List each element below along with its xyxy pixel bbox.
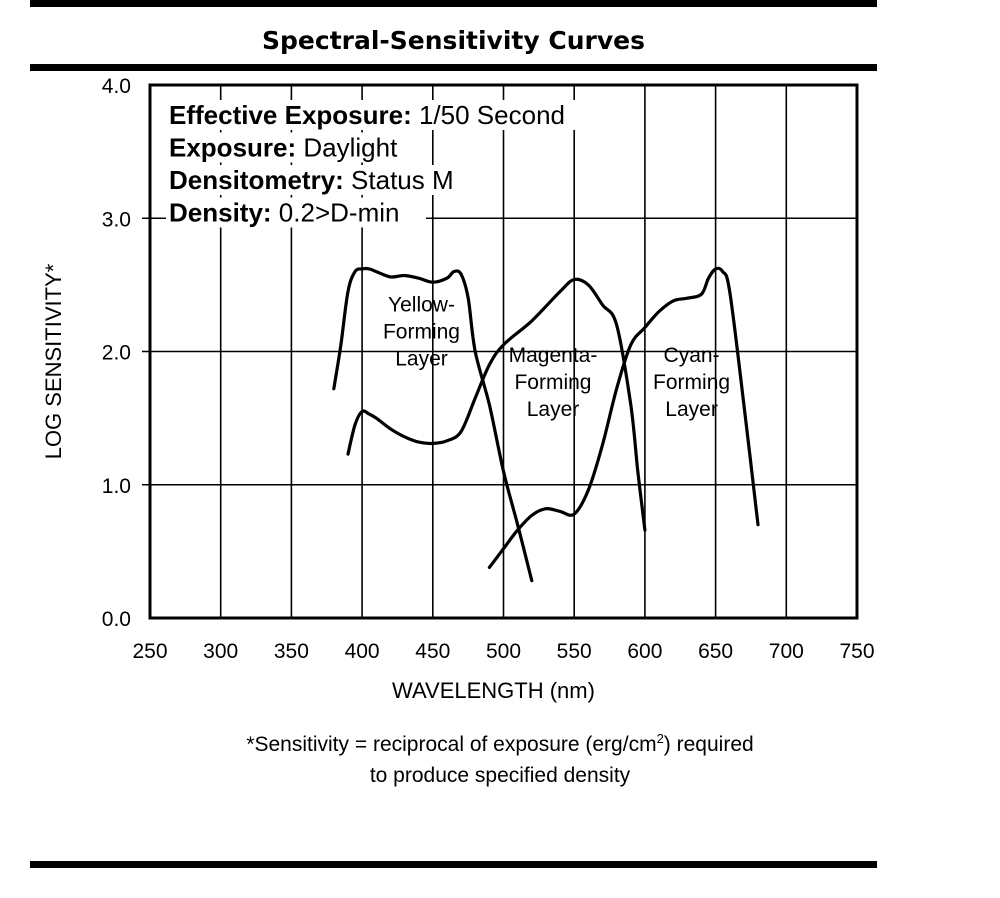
x-tick-label: 350 bbox=[274, 640, 309, 663]
footnote-line2-text: to produce specified density bbox=[369, 764, 631, 787]
y-tick-label: 1.0 bbox=[102, 475, 131, 498]
layer-label: Cyan- bbox=[664, 344, 720, 367]
sensitivity-curve bbox=[346, 277, 647, 532]
info-line-backdrop bbox=[166, 197, 426, 228]
x-tick-label: 250 bbox=[132, 640, 167, 663]
x-tick-label: 650 bbox=[698, 640, 733, 663]
tick-labels: 250 300 350 400 450 500 550 600 650 700 750 0.0 1.0 2… bbox=[102, 75, 875, 663]
layer-label: Magenta- bbox=[509, 344, 598, 367]
y-tick-label: 3.0 bbox=[102, 208, 131, 231]
y-tick-label: 4.0 bbox=[102, 75, 131, 98]
title-rule bbox=[30, 64, 877, 71]
plot-frame bbox=[148, 83, 859, 620]
info-key: Exposure: bbox=[169, 133, 296, 163]
footnote-line1-end: ) required bbox=[663, 733, 754, 756]
bottom-rule bbox=[30, 861, 877, 868]
y-axis-label: LOG SENSITIVITY* bbox=[41, 263, 66, 459]
sensitivity-curve bbox=[332, 266, 534, 583]
x-axis-label: WAVELENGTH (nm) bbox=[392, 678, 595, 703]
footnote: *Sensitivity = reciprocal of exposure (e… bbox=[150, 723, 850, 791]
info-value: 0.2>D-min bbox=[272, 198, 400, 228]
x-tick-label: 400 bbox=[345, 640, 380, 663]
info-value: 1/50 Second bbox=[412, 100, 565, 130]
info-line: Effective Exposure: 1/50 Second bbox=[169, 100, 565, 130]
grid-lines bbox=[142, 85, 857, 618]
info-value: Daylight bbox=[296, 133, 398, 163]
info-line: Density: 0.2>D-min bbox=[169, 198, 399, 228]
info-key: Densitometry: bbox=[169, 165, 344, 195]
y-tick-label: 0.0 bbox=[102, 608, 131, 631]
x-tick-label: 500 bbox=[486, 640, 521, 663]
info-line-backdrop bbox=[166, 100, 619, 130]
x-tick-label: 750 bbox=[839, 640, 874, 663]
layer-label: Layer bbox=[395, 348, 448, 371]
info-line-backdrop bbox=[166, 165, 487, 195]
top-rule bbox=[30, 0, 877, 7]
footnote-line1-text: *Sensitivity = reciprocal of exposure (e… bbox=[246, 733, 657, 756]
x-tick-label: 450 bbox=[415, 640, 450, 663]
x-tick-label: 600 bbox=[627, 640, 662, 663]
layer-label: Forming bbox=[653, 371, 730, 394]
layer-label: Forming bbox=[514, 371, 591, 394]
layer-label: Layer bbox=[665, 398, 718, 421]
info-line: Exposure: Daylight bbox=[169, 133, 398, 163]
x-tick-label: 700 bbox=[769, 640, 804, 663]
sensitivity-curve bbox=[487, 266, 760, 569]
info-line-backdrop bbox=[166, 132, 427, 163]
x-tick-label: 300 bbox=[203, 640, 238, 663]
y-tick-label: 2.0 bbox=[102, 342, 131, 365]
layer-annotations: Yellow- Forming Layer Magenta- Forming Layer C… bbox=[383, 294, 730, 422]
x-tick-label: 550 bbox=[557, 640, 592, 663]
footnote-superscript: 2 bbox=[656, 731, 664, 746]
info-key: Density: bbox=[169, 198, 272, 228]
exposure-info-block: Effective Exposure: 1/50 SecondExposure:… bbox=[166, 100, 619, 228]
info-line: Densitometry: Status M bbox=[169, 165, 454, 195]
info-value: Status M bbox=[344, 165, 454, 195]
layer-label: Layer bbox=[527, 398, 580, 421]
layer-label: Yellow- bbox=[388, 294, 455, 317]
chart-title: Spectral-Sensitivity Curves bbox=[262, 26, 645, 55]
sensitivity-curves bbox=[332, 266, 760, 583]
layer-label: Forming bbox=[383, 321, 460, 344]
info-key: Effective Exposure: bbox=[169, 100, 412, 130]
